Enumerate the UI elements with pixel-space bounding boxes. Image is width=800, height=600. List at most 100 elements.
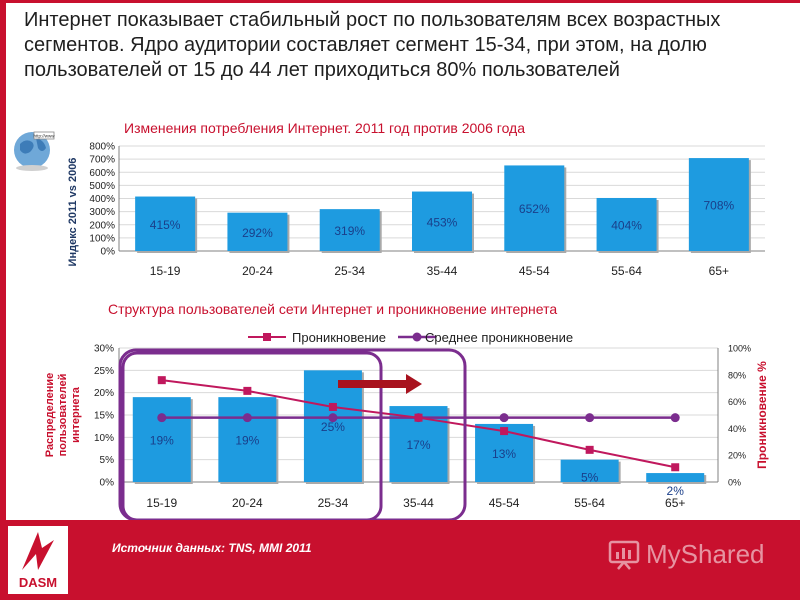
chart2-avg-penetration-point xyxy=(242,413,252,423)
chart2-category-label: 55-64 xyxy=(574,496,605,510)
chart2-legend-penetration-marker xyxy=(263,333,271,341)
chart1-bar xyxy=(688,158,749,251)
chart2-value-label: 19% xyxy=(150,434,174,448)
chart1-category-label: 20-24 xyxy=(242,264,273,278)
presentation-icon xyxy=(608,540,640,570)
chart1-category-label: 35-44 xyxy=(427,264,458,278)
chart1-category-label: 55-64 xyxy=(611,264,642,278)
chart1-category-label: 45-54 xyxy=(519,264,550,278)
chart1-bar xyxy=(412,191,472,251)
chart2-y2-axis-label: Проникновение % xyxy=(755,361,769,469)
chart1-value-label: 404% xyxy=(611,218,642,232)
chart2-penetration-point xyxy=(328,402,337,411)
chart2-y-axis-label-line: пользователей xyxy=(57,374,69,457)
chart2-category-label: 65+ xyxy=(665,496,685,510)
chart1-value-label: 415% xyxy=(150,218,181,232)
chart1-value-label: 319% xyxy=(334,224,365,238)
chart2-ytick-label: 30% xyxy=(94,344,114,355)
chart2-ytick-label: 0% xyxy=(100,478,115,489)
chart1-ytick-label: 700% xyxy=(89,155,115,166)
chart2-legend-avg-label: Среднее проникновение xyxy=(425,330,573,345)
chart1-bar xyxy=(596,197,657,251)
chart2-bar xyxy=(560,459,619,482)
chart1-ytick-label: 800% xyxy=(89,142,115,153)
chart1-value-label: 453% xyxy=(427,215,458,229)
chart1-bar xyxy=(135,196,196,251)
chart2-bar xyxy=(303,370,362,482)
chart1-ytick-label: 600% xyxy=(89,168,115,179)
chart2-y2tick-label: 60% xyxy=(728,397,746,407)
chart1-bar xyxy=(227,212,288,251)
chart2-value-label: 17% xyxy=(406,438,430,452)
chart2-penetration-point xyxy=(157,376,166,385)
chart2-y-axis-label-line: интернета xyxy=(70,386,82,443)
chart2-penetration-point xyxy=(243,386,252,395)
chart2-category-label: 15-19 xyxy=(146,496,177,510)
dasm-logo-mark-icon xyxy=(22,532,54,570)
chart1-value-label: 292% xyxy=(242,226,273,240)
chart2-avg-penetration-point xyxy=(157,413,167,423)
chart2-category-label: 25-34 xyxy=(318,496,349,510)
chart2-y-axis-label: Распределениепользователейинтернета xyxy=(44,373,82,458)
chart2-y2tick-label: 0% xyxy=(728,478,741,488)
chart2-value-label: 25% xyxy=(321,420,345,434)
chart2-title: Структура пользователей сети Интернет и … xyxy=(108,301,558,317)
chart1-category-label: 15-19 xyxy=(150,264,181,278)
chart1-ytick-label: 300% xyxy=(89,207,115,218)
top-accent-rule xyxy=(0,0,800,3)
chart1-y-axis-label: Индекс 2011 vs 2006 xyxy=(67,158,79,267)
chart2-bar xyxy=(646,473,705,482)
chart2-legend-avg-marker xyxy=(412,332,422,342)
chart1-value-label: 708% xyxy=(704,199,735,213)
chart2-value-label: 13% xyxy=(492,447,516,461)
chart1-ytick-label: 200% xyxy=(89,220,115,231)
chart2-y2tick-label: 40% xyxy=(728,424,746,434)
chart2-bar xyxy=(132,397,191,482)
chart1-ytick-label: 400% xyxy=(89,194,115,205)
chart2-category-label: 45-54 xyxy=(489,496,520,510)
chart2-arrow-shaft xyxy=(338,380,408,388)
chart1-ytick-label: 100% xyxy=(89,233,115,244)
chart2-avg-penetration-point xyxy=(670,413,680,423)
chart2-penetration-point xyxy=(414,413,423,422)
globe-icon: http://www xyxy=(14,131,55,171)
slide-title: Интернет показывает стабильный рост по п… xyxy=(24,9,721,81)
chart2-y-axis-label-line: Распределение xyxy=(44,373,56,458)
chart2-category-label: 20-24 xyxy=(232,496,263,510)
chart2-avg-penetration-point xyxy=(499,413,509,423)
chart2-penetration-point xyxy=(671,463,680,472)
footer-bar: DASM Источник данных: TNS, MMI 2011 MySh… xyxy=(0,520,800,600)
chart2-avg-penetration-point xyxy=(328,413,338,423)
chart2-legend-penetration-label: Проникновение xyxy=(292,330,386,345)
chart1-ytick-label: 500% xyxy=(89,181,115,192)
chart2-penetration-point xyxy=(500,427,509,436)
chart2-y2tick-label: 100% xyxy=(728,344,751,354)
chart2-ytick-label: 25% xyxy=(94,366,114,377)
chart1-bar xyxy=(504,165,565,251)
chart2-category-label: 35-44 xyxy=(403,496,434,510)
chart2-y2tick-label: 20% xyxy=(728,451,746,461)
svg-text:http://www: http://www xyxy=(33,134,55,139)
myshared-watermark: MyShared xyxy=(608,536,765,572)
chart1-bar xyxy=(319,209,380,251)
chart1-ytick-label: 0% xyxy=(101,247,116,258)
chart2-value-label: 5% xyxy=(581,471,599,485)
chart2-penetration-point xyxy=(585,445,594,454)
left-accent-rule xyxy=(0,0,6,520)
chart1-category-label: 25-34 xyxy=(334,264,365,278)
watermark-text: MyShared xyxy=(646,538,765,569)
chart1-title: Изменения потребления Интернет. 2011 год… xyxy=(124,120,526,136)
dasm-logo: DASM xyxy=(8,526,68,594)
chart2-ytick-label: 10% xyxy=(94,433,114,444)
dasm-logo-text: DASM xyxy=(18,575,58,590)
chart2-arrow-head-icon xyxy=(406,374,422,394)
chart2-avg-penetration-point xyxy=(585,413,595,423)
chart2-value-label: 2% xyxy=(667,484,685,498)
chart1-category-label: 65+ xyxy=(709,264,729,278)
chart2-value-label: 19% xyxy=(235,434,259,448)
chart2-bar xyxy=(218,397,277,482)
chart2-y2tick-label: 80% xyxy=(728,370,746,380)
chart2-ytick-label: 15% xyxy=(94,411,114,422)
